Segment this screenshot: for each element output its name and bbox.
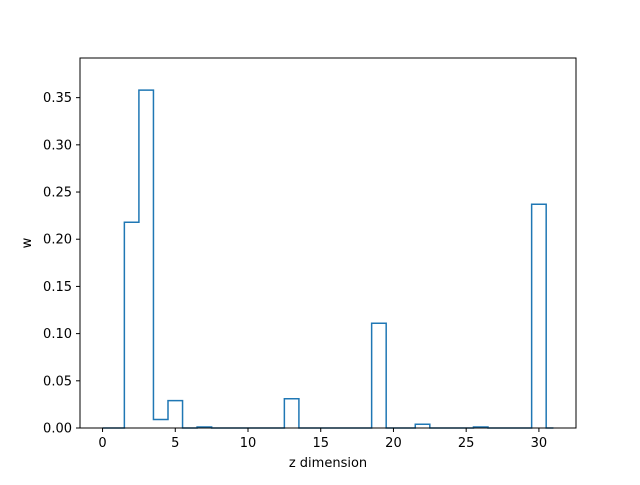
x-axis-label: z dimension — [289, 456, 367, 471]
x-tick-label: 25 — [458, 436, 475, 451]
y-axis: 0.00 0.05 0.10 0.15 0.20 0.25 0.30 0.35 — [43, 91, 80, 437]
y-tick-label: 0.35 — [43, 91, 72, 106]
y-tick-label: 0.05 — [43, 374, 72, 389]
x-tick-label: 10 — [240, 436, 257, 451]
y-tick-label: 0.25 — [43, 186, 72, 201]
y-tick-label: 0.15 — [43, 280, 72, 295]
x-tick-label: 0 — [98, 436, 106, 451]
x-axis: 0 5 10 15 20 25 30 — [98, 428, 547, 451]
x-tick-label: 30 — [531, 436, 548, 451]
y-axis-label: w — [20, 237, 35, 248]
x-tick-label: 5 — [171, 436, 179, 451]
y-tick-label: 0.10 — [43, 327, 72, 342]
y-tick-label: 0.30 — [43, 138, 72, 153]
series-line — [102, 89, 554, 429]
y-tick-label: 0.20 — [43, 233, 72, 248]
data-layer — [102, 89, 554, 429]
x-tick-label: 15 — [312, 436, 329, 451]
plot-frame — [79, 57, 577, 429]
x-tick-label: 20 — [385, 436, 402, 451]
y-tick-label: 0.00 — [43, 422, 72, 437]
